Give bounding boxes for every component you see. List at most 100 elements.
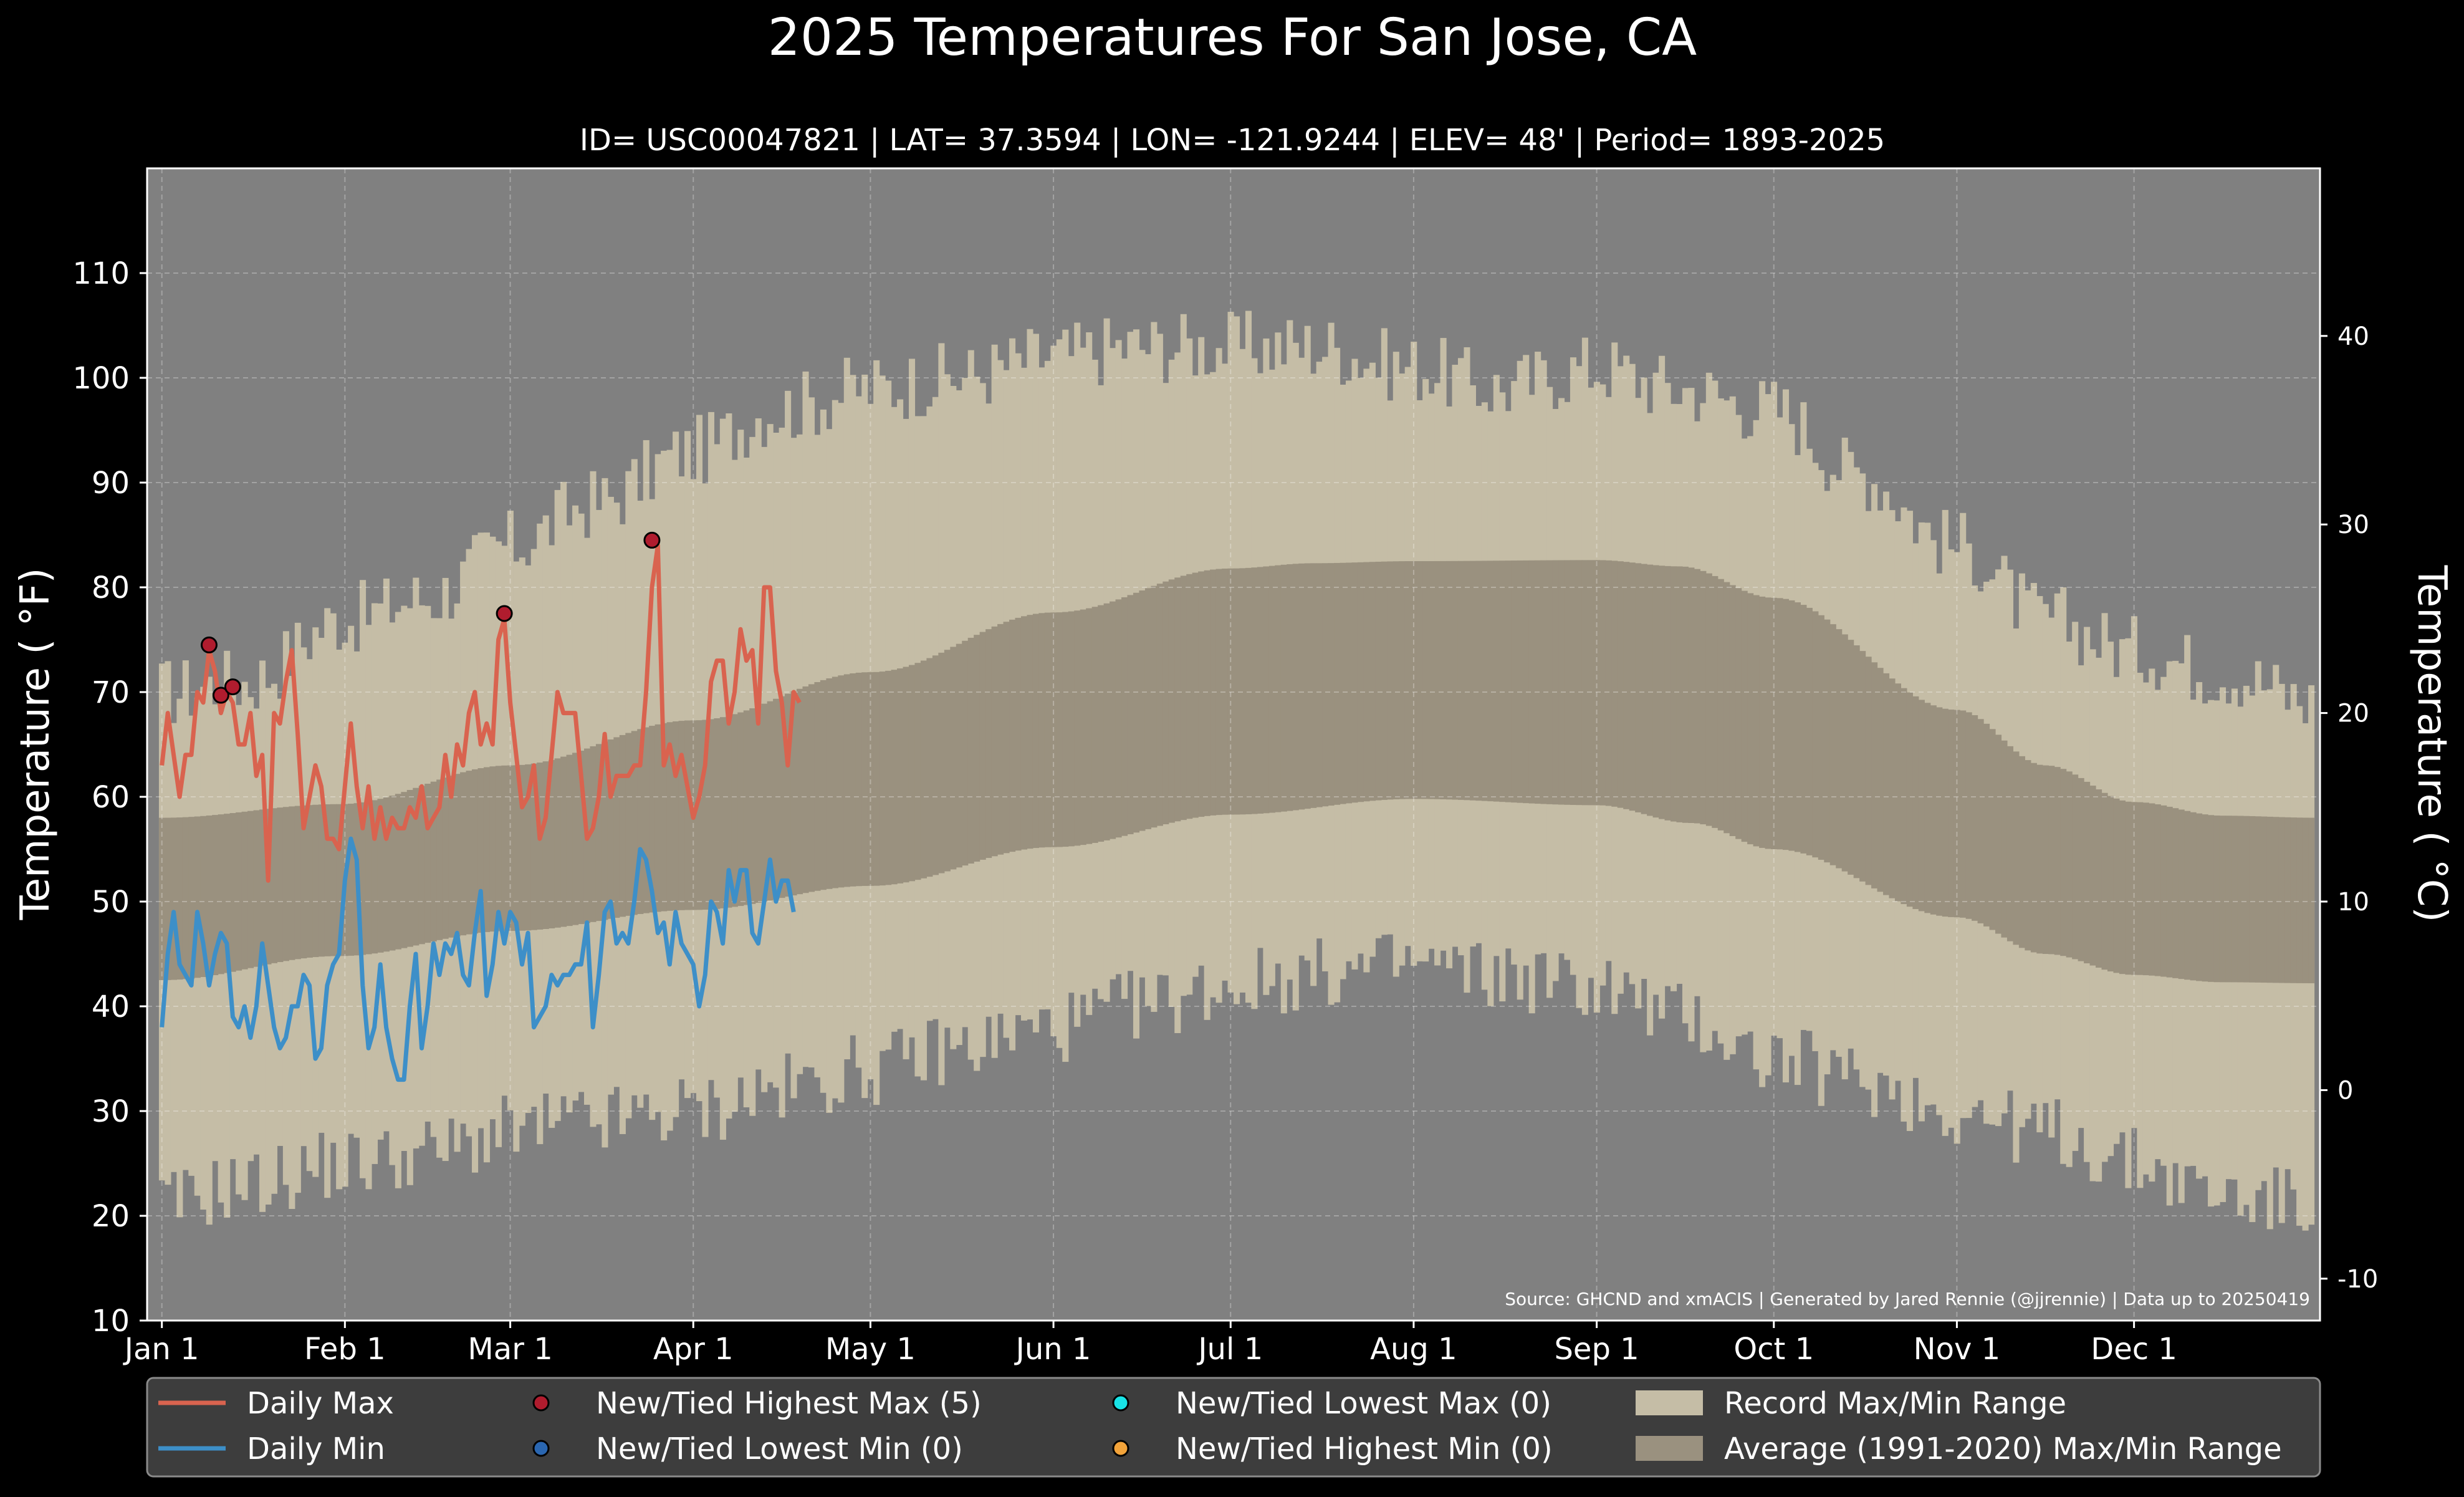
normal-range-bar xyxy=(176,817,183,980)
normal-range-bar xyxy=(654,724,661,912)
y-tick-label-left: 50 xyxy=(92,885,130,920)
y-axis-right: -10 0 10 20 30 40 xyxy=(2320,322,2378,1294)
normal-range-bar xyxy=(1440,561,1447,799)
normal-range-bar xyxy=(241,811,248,970)
normal-range-bar xyxy=(779,696,785,898)
normal-range-bar xyxy=(2154,804,2161,976)
normal-range-bar xyxy=(2119,800,2126,975)
normal-range-bar xyxy=(1234,568,1240,815)
normal-range-bar xyxy=(1475,561,1482,801)
normal-range-bar xyxy=(643,727,650,913)
normal-range-bar xyxy=(2219,816,2227,983)
legend-swatch xyxy=(1636,1436,1703,1461)
normal-range-bar xyxy=(714,718,721,909)
normal-range-bar xyxy=(1493,561,1500,802)
normal-range-bar xyxy=(1688,567,1695,823)
normal-range-bar xyxy=(1930,705,1937,915)
normal-range-bar xyxy=(1322,563,1329,807)
normal-range-bar xyxy=(797,688,803,895)
legend-label: Daily Max xyxy=(247,1386,394,1421)
normal-range-bar xyxy=(430,781,437,941)
normal-range-bar xyxy=(855,672,862,887)
normal-range-bar xyxy=(2084,781,2091,964)
normal-range-bar xyxy=(1363,562,1370,802)
legend-items: Daily Max Daily Min New/Tied Highest Max (… xyxy=(158,1386,2282,1466)
normal-range-bar xyxy=(1251,567,1258,814)
normal-range-bar xyxy=(914,663,921,880)
normal-range-bar xyxy=(466,771,472,935)
normal-range-bar xyxy=(1428,561,1435,799)
normal-range-bar xyxy=(1292,564,1299,811)
normal-range-bar xyxy=(903,667,909,883)
normal-range-bar xyxy=(1316,563,1323,807)
normal-range-bar xyxy=(879,671,886,886)
normal-range-bar xyxy=(1705,573,1712,826)
normal-range-bar xyxy=(1848,640,1854,875)
normal-range-bar xyxy=(1652,565,1659,818)
normal-range-bar xyxy=(950,647,957,870)
legend-item: Record Max/Min Range xyxy=(1636,1386,2066,1421)
normal-range-bar xyxy=(1198,571,1205,817)
normal-range-bar xyxy=(182,817,189,980)
normal-range-bar xyxy=(1759,596,1766,848)
normal-range-bar xyxy=(719,717,726,908)
normal-range-bar xyxy=(944,650,951,872)
x-tick-label: Apr 1 xyxy=(653,1332,734,1367)
normal-range-bar xyxy=(424,783,431,943)
y-tick-label-left: 110 xyxy=(72,256,130,291)
record-point xyxy=(212,686,229,704)
normal-range-bar xyxy=(1965,712,1972,919)
normal-range-bar xyxy=(2149,803,2155,976)
normal-range-bar xyxy=(418,786,425,945)
normal-range-bar xyxy=(2178,809,2185,980)
legend-swatch xyxy=(1112,1394,1129,1412)
y-axis-label-right: Temperature ( °C) xyxy=(2409,565,2455,923)
normal-range-bar xyxy=(401,792,408,948)
normal-range-bar xyxy=(229,813,236,972)
normal-range-bar xyxy=(2243,816,2250,983)
normal-range-bar xyxy=(1694,569,1700,824)
legend-item: New/Tied Highest Min (0) xyxy=(1112,1432,1553,1466)
normal-range-bar xyxy=(294,806,301,960)
legend-label: Record Max/Min Range xyxy=(1724,1386,2066,1421)
normal-range-bar xyxy=(1535,560,1541,804)
normal-range-bar xyxy=(1972,715,1978,921)
plot-frame xyxy=(146,167,2321,1322)
normal-range-bar xyxy=(2066,771,2073,958)
normal-range-bar xyxy=(1133,592,1140,833)
normal-range-bar xyxy=(1989,729,1996,930)
normal-range-bar xyxy=(1546,560,1553,804)
normal-range-bar xyxy=(666,722,673,911)
legend-item: New/Tied Highest Max (5) xyxy=(532,1386,982,1421)
normal-range-bar xyxy=(1918,700,1925,912)
normal-range-bar xyxy=(483,767,491,932)
normal-range-bar xyxy=(1588,560,1594,806)
normal-range-bar xyxy=(2208,815,2215,982)
normal-range-bar xyxy=(832,676,838,888)
normal-range-bar xyxy=(1977,719,1984,923)
normal-range-bar xyxy=(1080,609,1086,845)
normal-range-bar xyxy=(1298,563,1305,810)
normal-range-bar xyxy=(2142,802,2149,976)
normal-range-bar xyxy=(2001,740,2008,938)
normal-range-bar xyxy=(1345,562,1353,804)
normal-range-bar xyxy=(2202,814,2208,982)
normal-range-bar xyxy=(395,794,401,950)
normal-range-bar xyxy=(2025,760,2031,951)
legend-swatch xyxy=(1112,1440,1129,1457)
normal-range-bar xyxy=(224,814,231,973)
normal-range-bar xyxy=(1517,560,1523,803)
normal-range-bar xyxy=(1894,683,1902,902)
normal-range-bar xyxy=(1528,560,1535,804)
normal-range-bar xyxy=(170,817,177,980)
normal-range-bar xyxy=(1853,645,1860,878)
normal-range-bar xyxy=(2101,792,2108,970)
normal-range-bar xyxy=(383,797,390,952)
legend-item: Average (1991-2020) Max/Min Range xyxy=(1636,1432,2282,1466)
normal-range-bar xyxy=(1091,607,1098,843)
normal-range-bar xyxy=(602,741,608,920)
legend-item: Daily Min xyxy=(158,1432,385,1466)
normal-range-bar xyxy=(1204,570,1210,816)
normal-range-bar xyxy=(1044,612,1051,847)
x-tick-label: Aug 1 xyxy=(1370,1332,1457,1367)
